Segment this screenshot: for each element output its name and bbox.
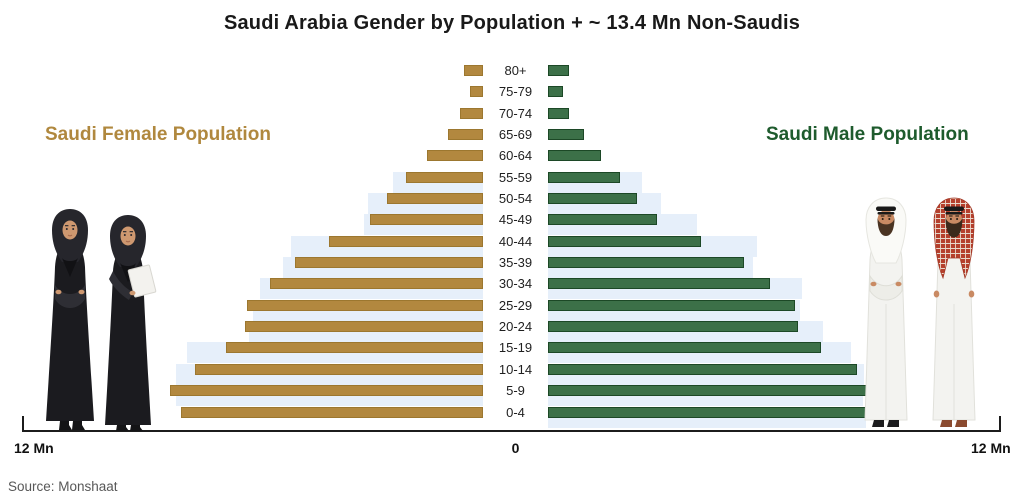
female-bar: [329, 235, 483, 247]
chart-title: Saudi Arabia Gender by Population + ~ 13…: [223, 12, 801, 34]
pyramid-row: 50-54: [22, 188, 1001, 215]
x-axis-line: [22, 430, 1001, 432]
pyramid-row: 40-44: [22, 231, 1001, 257]
male-bar: [548, 86, 564, 98]
pyramid-row: 30-34: [22, 273, 1001, 300]
pyramid-row: 0-4: [22, 402, 1001, 428]
pyramid-row: 25-29: [22, 295, 1001, 321]
female-bar: [406, 171, 483, 183]
population-pyramid: 80+ 75-79 70-74 65-69 60-64 55-59 50-54 45-49 40…: [22, 60, 1001, 428]
age-group-label: 50-54: [498, 191, 533, 207]
male-bar: [548, 129, 584, 141]
female-bar: [459, 107, 483, 119]
man-white-ghutra: [864, 197, 908, 427]
age-group-label: 0-4: [506, 404, 525, 420]
female-bar: [244, 321, 483, 333]
age-group-label: 35-39: [498, 255, 533, 271]
female-bar: [169, 385, 483, 397]
man-red-shemagh: [932, 197, 976, 427]
age-group-label: 5-9: [506, 383, 525, 399]
female-bar: [246, 299, 483, 311]
age-group-label: 60-64: [498, 148, 533, 164]
age-group-label: 70-74: [498, 105, 533, 121]
x-axis-tick-right: [999, 416, 1001, 431]
male-bar: [548, 278, 771, 290]
female-bar: [448, 129, 483, 141]
pyramid-row: 45-49: [22, 209, 1001, 236]
age-group-label: 25-29: [498, 297, 533, 313]
male-bar: [548, 299, 795, 311]
male-bar: [548, 363, 857, 375]
male-bar: [548, 107, 569, 119]
age-group-label: 15-19: [498, 340, 533, 356]
woman-arms-crossed: [46, 209, 94, 430]
pyramid-row: 35-39: [22, 252, 1001, 279]
pyramid-row: 15-19: [22, 337, 1001, 364]
female-bar: [427, 150, 483, 162]
pyramid-row: 20-24: [22, 316, 1001, 343]
x-axis-label-left: 12 Mn: [14, 440, 54, 456]
male-bar: [548, 235, 701, 247]
pyramid-row: 70-74: [22, 103, 1001, 124]
male-bar: [548, 406, 867, 418]
female-bar: [463, 65, 483, 76]
age-group-label: 65-69: [498, 127, 533, 143]
male-bar: [548, 193, 637, 205]
age-group-label: 20-24: [498, 319, 533, 335]
female-bar: [294, 257, 483, 269]
male-population-label: Saudi Male Population: [766, 124, 969, 145]
age-group-label: 30-34: [498, 276, 533, 292]
male-bar: [548, 214, 658, 226]
age-group-label: 80+: [504, 63, 527, 78]
x-axis-label-right: 12 Mn: [971, 440, 1011, 456]
pyramid-row: 80+: [22, 60, 1001, 81]
male-bar: [548, 321, 799, 333]
x-axis-tick-left: [22, 416, 24, 431]
male-bar: [548, 257, 744, 269]
pyramid-row: 55-59: [22, 167, 1001, 193]
female-bar: [181, 406, 483, 418]
pyramid-row: 10-14: [22, 359, 1001, 385]
male-bar: [548, 150, 601, 162]
pyramid-row: 75-79: [22, 81, 1001, 102]
source-credit: Source: Monshaat: [8, 479, 118, 494]
age-group-label: 40-44: [498, 233, 533, 249]
female-bar: [269, 278, 483, 290]
female-bar: [469, 86, 483, 98]
female-bar: [369, 214, 483, 226]
male-bar: [548, 171, 620, 183]
age-group-label: 75-79: [498, 84, 533, 100]
female-bar: [194, 363, 483, 375]
woman-with-tablet: [105, 215, 157, 431]
female-bar: [386, 193, 483, 205]
pyramid-row: 60-64: [22, 145, 1001, 166]
male-bar: [548, 385, 878, 397]
male-bar: [548, 342, 822, 354]
female-population-label: Saudi Female Population: [45, 124, 271, 145]
x-axis-label-zero: 0: [511, 440, 520, 456]
age-group-label: 55-59: [498, 169, 533, 185]
saudi-men-illustration: [864, 197, 976, 427]
female-bar: [225, 342, 483, 354]
male-bar: [548, 65, 569, 76]
age-group-label: 10-14: [498, 361, 533, 377]
saudi-women-illustration: [46, 209, 157, 431]
pyramid-row: 65-69: [22, 124, 1001, 145]
age-group-label: 45-49: [498, 212, 533, 228]
